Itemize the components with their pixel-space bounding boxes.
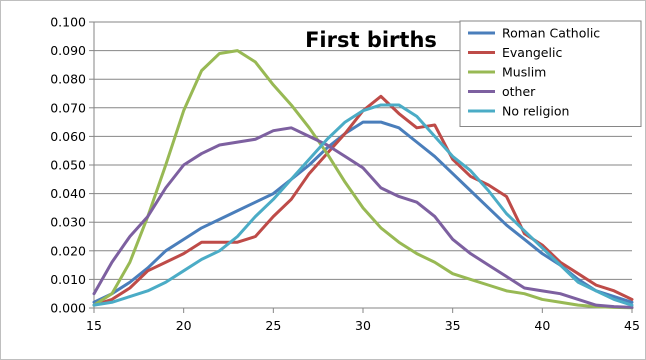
legend-label-evangelic: Evangelic bbox=[502, 45, 562, 60]
x-tick-label: 45 bbox=[624, 318, 640, 333]
chart-title: First births bbox=[305, 28, 437, 52]
series-line-other bbox=[92, 126, 634, 309]
legend-label-muslim: Muslim bbox=[502, 65, 546, 80]
x-tick-label: 35 bbox=[445, 318, 461, 333]
legend: Roman Catholic Evangelic Muslim other No rel… bbox=[459, 20, 642, 127]
y-tick-label: 0.050 bbox=[50, 158, 86, 173]
x-tick-label: 40 bbox=[534, 318, 550, 333]
axes bbox=[89, 21, 633, 313]
y-tick-label: 0.000 bbox=[50, 301, 86, 316]
y-tick-label: 0.090 bbox=[50, 43, 86, 58]
legend-label-no-religion: No religion bbox=[502, 104, 569, 119]
series-line-no-religion bbox=[92, 103, 634, 307]
y-tick-label: 0.020 bbox=[50, 243, 86, 258]
x-tick-label: 25 bbox=[265, 318, 281, 333]
x-tick-label: 20 bbox=[176, 318, 192, 333]
series-lines bbox=[92, 49, 634, 310]
y-tick-label: 0.040 bbox=[50, 186, 86, 201]
series-line-roman-catholic bbox=[92, 120, 634, 304]
y-tick-label: 0.060 bbox=[50, 129, 86, 144]
x-axis-tick-labels: 15 20 25 30 35 40 45 bbox=[86, 318, 640, 333]
legend-label-other: other bbox=[502, 84, 536, 99]
x-tick-label: 15 bbox=[86, 318, 102, 333]
x-tick-label: 30 bbox=[355, 318, 371, 333]
y-tick-label: 0.030 bbox=[50, 215, 86, 230]
y-axis-tick-labels: 0.000 0.010 0.020 0.030 0.040 0.050 0.060 0.070… bbox=[50, 15, 86, 316]
series-line-muslim bbox=[92, 49, 634, 310]
y-tick-label: 0.100 bbox=[50, 15, 86, 30]
y-tick-label: 0.010 bbox=[50, 272, 86, 287]
y-tick-label: 0.080 bbox=[50, 72, 86, 87]
y-tick-label: 0.070 bbox=[50, 100, 86, 115]
legend-label-roman-catholic: Roman Catholic bbox=[502, 26, 600, 41]
legend-box bbox=[459, 20, 642, 127]
series-line-evangelic bbox=[92, 94, 634, 307]
